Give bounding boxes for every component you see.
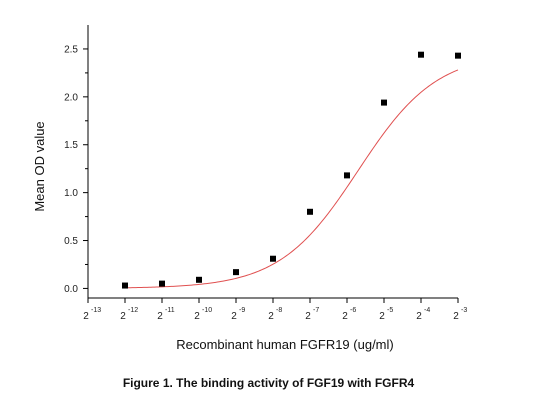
y-tick-label: 1.0 [64, 188, 78, 199]
x-tick-label: 2 [379, 311, 385, 322]
x-tick-exponent: -12 [128, 307, 138, 314]
y-tick-label: 0.0 [64, 284, 78, 295]
x-tick-exponent: -10 [202, 307, 212, 314]
data-point [307, 208, 313, 215]
x-tick-label: 2 [305, 311, 311, 322]
data-point [233, 269, 239, 276]
fit-curve [124, 69, 459, 289]
x-tick-exponent: -5 [387, 307, 393, 314]
data-points [122, 51, 461, 289]
data-point [418, 51, 424, 58]
x-tick-label: 2 [194, 311, 200, 322]
x-tick-label: 2 [120, 311, 126, 322]
data-point [381, 99, 387, 106]
y-tick-label: 2.5 [64, 44, 78, 55]
y-tick-label: 0.5 [64, 236, 78, 247]
x-tick-exponent: -3 [461, 307, 467, 314]
data-point [344, 172, 350, 179]
y-tick-label: 1.5 [64, 140, 78, 151]
x-tick-label: 2 [268, 311, 274, 322]
x-tick-exponent: -6 [350, 307, 356, 314]
x-axis-title: Recombinant human FGFR19 (ug/ml) [176, 337, 393, 352]
y-axis-title: Mean OD value [32, 121, 47, 211]
x-tick-exponent: -4 [424, 307, 430, 314]
x-tick-label: 2 [453, 311, 459, 322]
data-point [196, 276, 202, 283]
y-tick-label: 2.0 [64, 92, 78, 103]
x-tick-exponent: -9 [239, 307, 245, 314]
x-tick-label: 2 [83, 311, 89, 322]
x-tick-exponent: -8 [276, 307, 282, 314]
x-tick-label: 2 [416, 311, 422, 322]
x-tick-label: 2 [157, 311, 163, 322]
data-point [270, 255, 276, 262]
figure-caption: Figure 1. The binding activity of FGF19 … [122, 376, 415, 390]
x-tick-exponent: -7 [313, 307, 319, 314]
x-tick-exponent: -11 [165, 307, 175, 314]
x-axis-ticks: 2-132-122-112-102-92-82-72-62-52-42-3 [83, 298, 467, 322]
data-point [122, 282, 128, 289]
data-point [455, 52, 461, 59]
x-tick-label: 2 [231, 311, 237, 322]
x-tick-label: 2 [342, 311, 348, 322]
x-tick-exponent: -13 [91, 307, 101, 314]
data-point [159, 280, 165, 287]
y-axis-ticks: 0.0 0.5 1.0 1.5 2.0 2.5 [64, 44, 88, 295]
